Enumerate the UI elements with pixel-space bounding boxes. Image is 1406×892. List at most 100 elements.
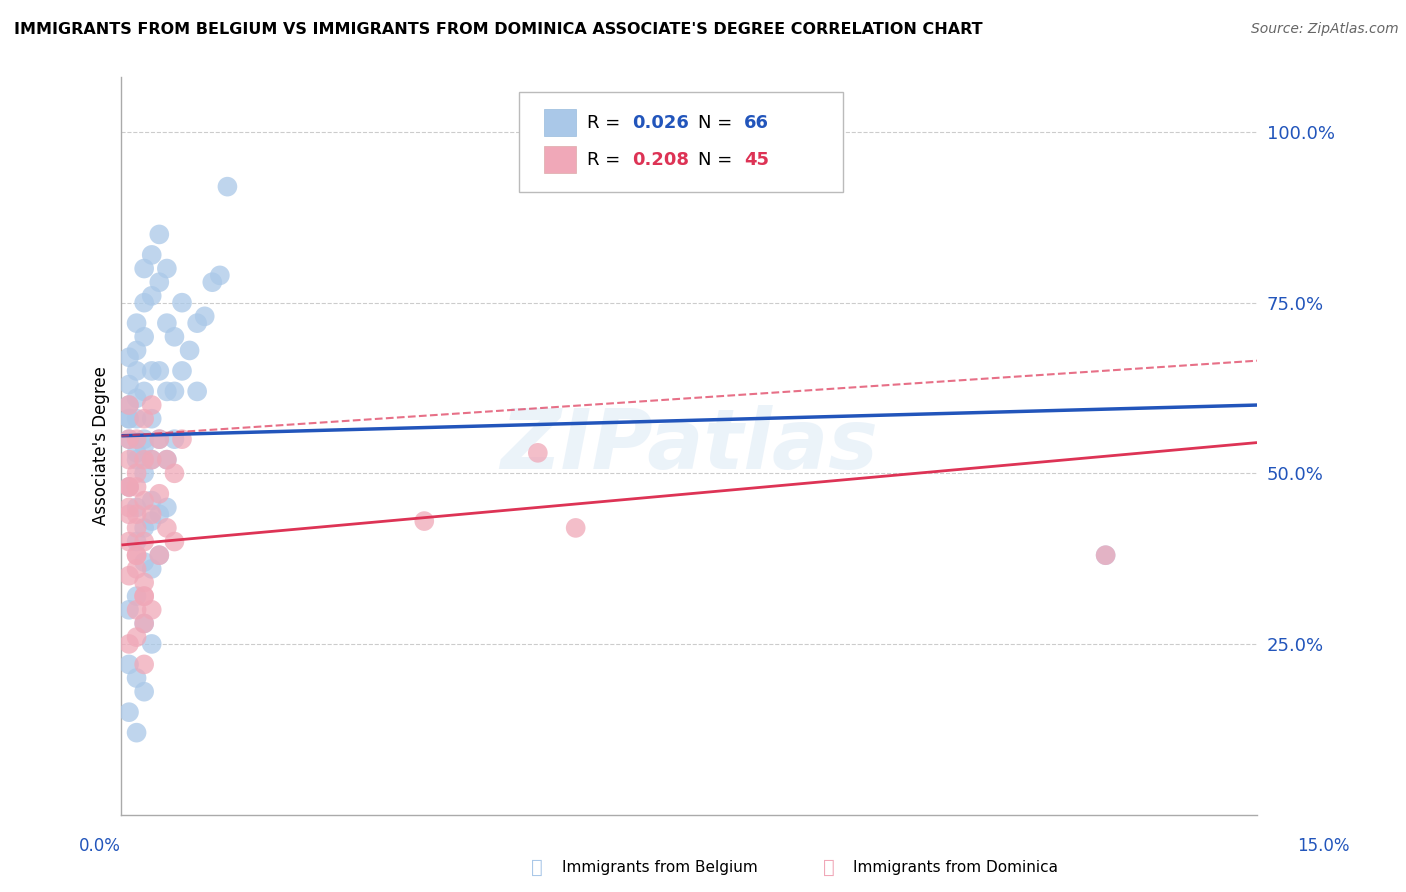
Point	[201, 275, 224, 289]
Point	[125, 521, 148, 535]
Point	[148, 508, 170, 522]
Point	[125, 364, 148, 378]
Point	[141, 493, 163, 508]
Point	[179, 343, 201, 358]
Point	[194, 310, 217, 324]
Text: 0.026: 0.026	[633, 114, 689, 132]
Point	[134, 439, 156, 453]
Point	[148, 432, 170, 446]
Point	[134, 432, 156, 446]
Point	[564, 521, 586, 535]
Point	[134, 261, 156, 276]
Point	[134, 589, 156, 603]
Point	[118, 432, 141, 446]
Point	[527, 446, 550, 460]
Text: 15.0%: 15.0%	[1298, 837, 1350, 855]
Point	[156, 452, 179, 467]
Point	[118, 377, 141, 392]
Point	[118, 480, 141, 494]
Point	[148, 364, 170, 378]
Point	[134, 616, 156, 631]
Point	[118, 508, 141, 522]
Point	[125, 391, 148, 405]
Point	[118, 534, 141, 549]
Point	[148, 227, 170, 242]
Point	[156, 384, 179, 399]
Point	[125, 725, 148, 739]
Point	[118, 398, 141, 412]
Point	[125, 500, 148, 515]
Point	[141, 508, 163, 522]
Point	[125, 508, 148, 522]
Point	[125, 480, 148, 494]
Text: ⬛: ⬛	[823, 857, 834, 877]
Point	[125, 411, 148, 425]
Point	[134, 452, 156, 467]
Point	[125, 630, 148, 644]
Point	[156, 521, 179, 535]
Text: ⬛: ⬛	[531, 857, 543, 877]
Point	[134, 555, 156, 569]
Point	[118, 432, 141, 446]
Y-axis label: Associate's Degree: Associate's Degree	[93, 367, 110, 525]
Point	[163, 432, 186, 446]
Point	[148, 275, 170, 289]
Point	[125, 671, 148, 685]
Text: 0.208: 0.208	[633, 151, 689, 169]
Point	[134, 589, 156, 603]
Point	[186, 316, 208, 330]
Text: R =: R =	[588, 151, 626, 169]
Point	[134, 575, 156, 590]
Point	[141, 364, 163, 378]
Point	[125, 603, 148, 617]
Text: R =: R =	[588, 114, 626, 132]
Point	[141, 452, 163, 467]
Point	[141, 248, 163, 262]
Point	[163, 330, 186, 344]
Point	[118, 603, 141, 617]
Point	[125, 316, 148, 330]
Point	[134, 616, 156, 631]
FancyBboxPatch shape	[519, 92, 842, 192]
Point	[148, 432, 170, 446]
Point	[141, 514, 163, 528]
Text: Immigrants from Dominica: Immigrants from Dominica	[853, 860, 1059, 874]
Text: ZIPatlas: ZIPatlas	[501, 406, 879, 486]
Point	[125, 467, 148, 481]
Point	[134, 684, 156, 698]
Point	[134, 411, 156, 425]
Point	[170, 364, 193, 378]
Point	[125, 432, 148, 446]
Point	[125, 534, 148, 549]
Point	[163, 467, 186, 481]
Point	[134, 384, 156, 399]
Point	[148, 548, 170, 562]
Point	[118, 351, 141, 365]
Point	[1094, 548, 1116, 562]
Point	[125, 343, 148, 358]
Point	[118, 705, 141, 719]
Point	[156, 500, 179, 515]
FancyBboxPatch shape	[544, 109, 575, 136]
Text: N =: N =	[699, 114, 738, 132]
Point	[118, 411, 141, 425]
Point	[156, 316, 179, 330]
Point	[134, 521, 156, 535]
Point	[141, 289, 163, 303]
Point	[125, 452, 148, 467]
Point	[141, 603, 163, 617]
Point	[186, 384, 208, 399]
Point	[156, 452, 179, 467]
Text: 66: 66	[744, 114, 769, 132]
Point	[118, 398, 141, 412]
Point	[170, 295, 193, 310]
Point	[141, 562, 163, 576]
Point	[118, 500, 141, 515]
Point	[141, 452, 163, 467]
Point	[125, 589, 148, 603]
Point	[148, 548, 170, 562]
Point	[134, 295, 156, 310]
Point	[118, 480, 141, 494]
Point	[134, 493, 156, 508]
Text: Source: ZipAtlas.com: Source: ZipAtlas.com	[1251, 22, 1399, 37]
